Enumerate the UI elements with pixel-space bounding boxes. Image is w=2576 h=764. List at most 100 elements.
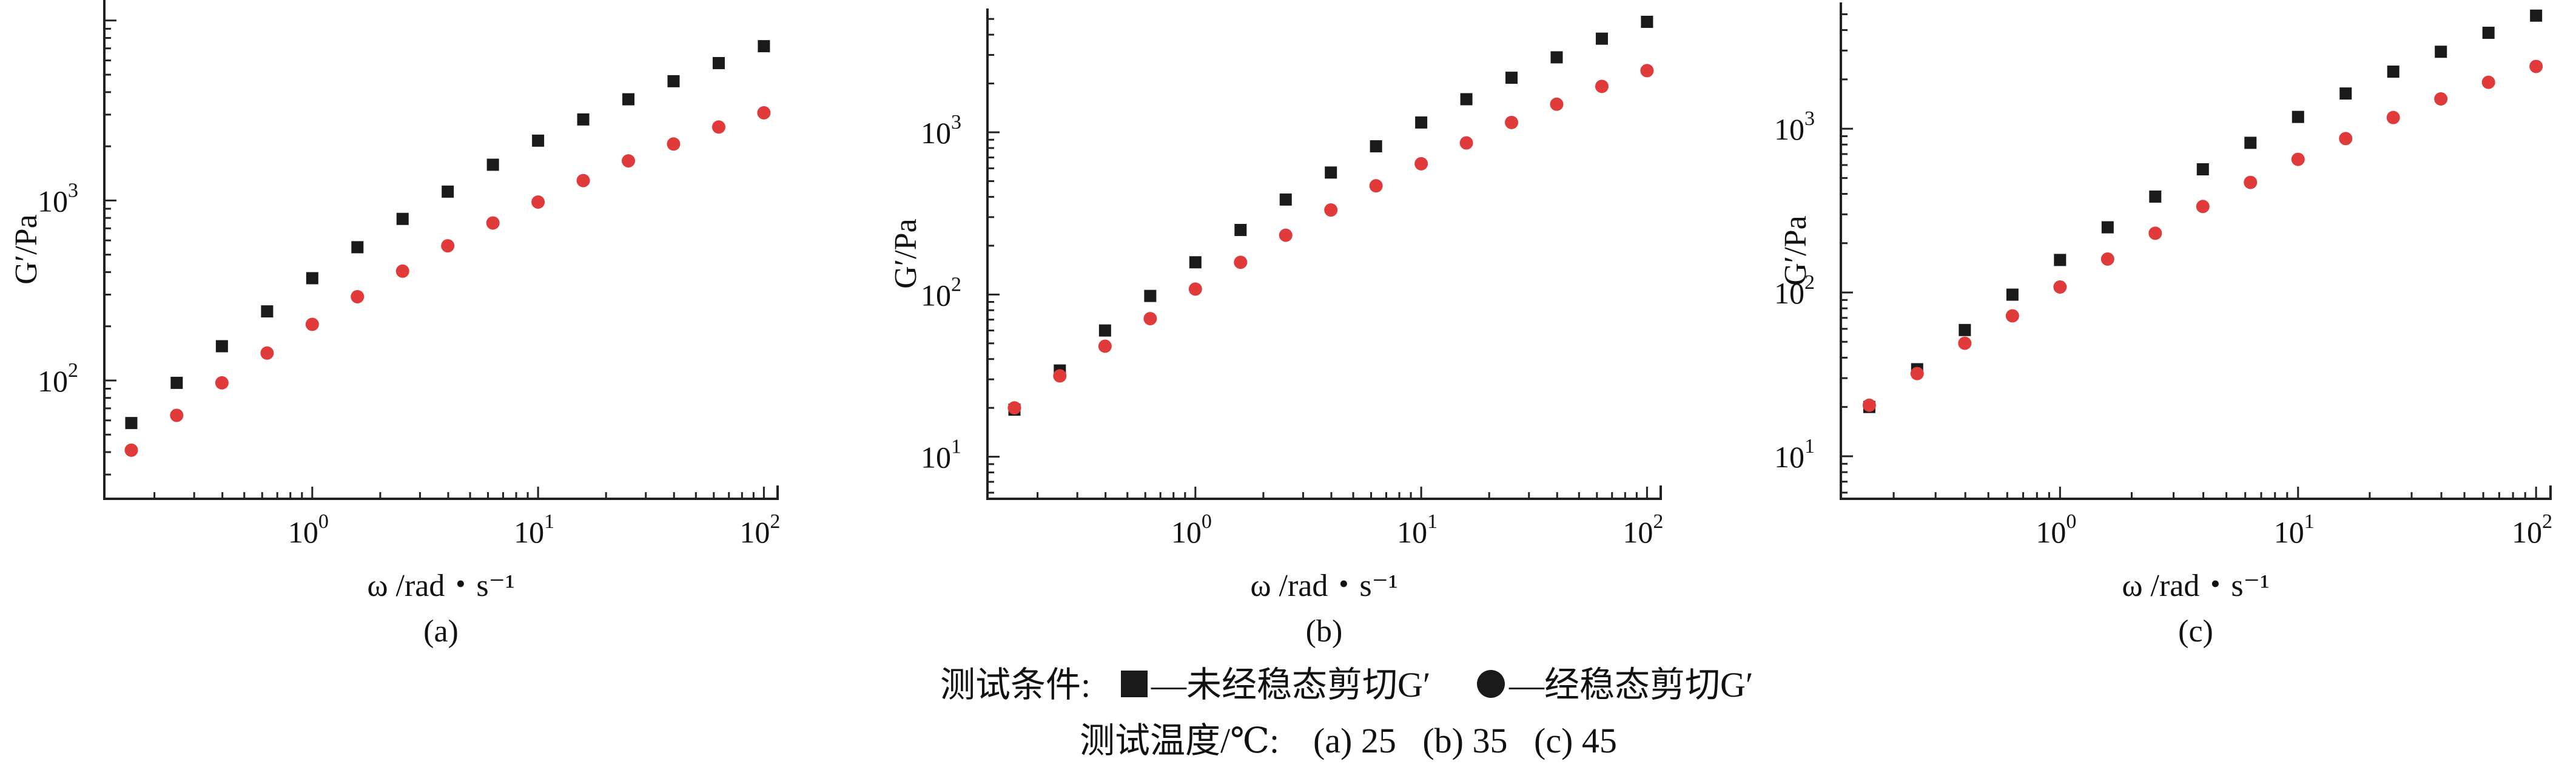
data-point-square <box>622 93 635 106</box>
y-tick-exponent: 2 <box>68 359 78 382</box>
data-point-circle <box>2148 226 2162 240</box>
data-point-square <box>2530 9 2543 22</box>
panel-label: (c) <box>2178 614 2213 649</box>
data-point-square <box>1234 223 1247 236</box>
x-tick-mantissa: 10 <box>2036 515 2066 549</box>
data-point-circle <box>1188 282 1202 296</box>
y-tick-mantissa: 10 <box>38 184 68 218</box>
data-point-circle <box>351 289 365 303</box>
data-point-circle <box>486 216 500 230</box>
data-point-square <box>1505 72 1518 84</box>
axis-frame <box>1840 2 2552 500</box>
data-point-circle <box>1550 97 1564 111</box>
data-point-square <box>170 376 183 389</box>
y-tick-mantissa: 10 <box>38 364 68 398</box>
data-point-circle <box>2529 59 2543 73</box>
x-tick-label: 102 <box>2512 510 2552 549</box>
data-point-circle <box>2005 309 2019 323</box>
y-tick-label: 102 <box>921 273 961 312</box>
x-tick-exponent: 2 <box>770 510 780 533</box>
y-tick-mantissa: 10 <box>1774 440 1804 474</box>
data-point-square <box>1370 140 1382 153</box>
data-point-circle <box>1053 369 1067 383</box>
x-tick-exponent: 1 <box>1427 510 1438 533</box>
data-point-circle <box>711 120 725 134</box>
y-tick-label: 101 <box>921 436 961 475</box>
data-point-circle <box>305 317 319 331</box>
conditions-label: 测试温度/℃: <box>1080 721 1279 760</box>
y-tick-exponent: 3 <box>1804 107 1815 130</box>
data-point-square <box>2054 254 2067 266</box>
data-point-circle <box>260 346 274 360</box>
x-tick-exponent: 1 <box>544 510 554 533</box>
y-tick-exponent: 2 <box>951 273 961 296</box>
data-point-circle <box>1279 228 1293 242</box>
y-tick-label: 103 <box>38 179 78 218</box>
data-point-square <box>667 75 680 87</box>
y-axis-label: G′/Pa <box>1778 215 1813 285</box>
x-tick-exponent: 2 <box>2542 510 2552 533</box>
data-point-square <box>1595 32 1608 45</box>
data-point-square <box>712 56 725 69</box>
data-point-square <box>1325 166 1337 179</box>
data-point-square <box>1641 15 1653 28</box>
x-tick-exponent: 0 <box>2066 510 2076 533</box>
data-point-circle <box>1143 312 1157 326</box>
panel-label: (a) <box>423 614 459 649</box>
x-tick-label: 100 <box>288 510 329 549</box>
data-point-square <box>2292 110 2304 123</box>
data-point-circle <box>441 239 455 253</box>
x-axis-label: ω /rad・s⁻¹ <box>1250 569 1397 603</box>
y-axis-label: G′/Pa <box>889 218 923 288</box>
data-point-square <box>306 272 318 285</box>
data-point-circle <box>2196 200 2210 214</box>
legend-square-marker <box>1121 671 1148 697</box>
x-tick-exponent: 0 <box>318 510 329 533</box>
data-point-circle <box>2244 175 2258 189</box>
data-point-square <box>486 158 499 171</box>
data-point-square <box>351 241 364 254</box>
data-point-square <box>1189 256 1202 269</box>
x-tick-label: 102 <box>1623 510 1663 549</box>
y-tick-exponent: 1 <box>1804 435 1815 458</box>
data-point-circle <box>1595 79 1609 93</box>
data-point-square <box>442 185 454 198</box>
data-point-square <box>1460 93 1473 106</box>
data-point-circle <box>2481 75 2495 89</box>
x-axis-label: ω /rad・s⁻¹ <box>367 569 514 603</box>
y-tick-exponent: 3 <box>951 111 961 134</box>
y-tick-label: 102 <box>1774 271 1815 310</box>
data-point-circle <box>395 264 409 278</box>
y-tick-exponent: 3 <box>68 179 78 201</box>
x-tick-mantissa: 10 <box>2512 515 2542 549</box>
y-tick-mantissa: 10 <box>921 441 951 475</box>
data-point-square <box>758 40 770 53</box>
y-tick-exponent: 1 <box>951 436 961 458</box>
data-point-square <box>2101 221 2114 234</box>
data-point-circle <box>1369 179 1383 193</box>
data-point-circle <box>531 195 545 209</box>
conditions-values: (a) 25 (b) 35 (c) 45 <box>1313 721 1617 760</box>
data-point-square <box>2006 288 2019 301</box>
data-point-circle <box>215 376 229 390</box>
x-tick-mantissa: 10 <box>1397 515 1427 549</box>
data-point-square <box>2387 66 2399 78</box>
data-point-circle <box>2100 252 2114 266</box>
x-axis-label: ω /rad・s⁻¹ <box>2122 569 2269 603</box>
x-tick-mantissa: 10 <box>1623 515 1653 549</box>
data-point-square <box>577 113 590 126</box>
data-point-square <box>1959 323 1971 336</box>
data-point-circle <box>2339 132 2353 146</box>
data-point-circle <box>667 137 681 151</box>
data-point-square <box>1415 116 1428 129</box>
test-conditions: 测试温度/℃: (a) 25 (b) 35 (c) 45 <box>1080 721 1617 760</box>
data-point-square <box>2482 27 2495 39</box>
data-point-circle <box>1640 64 1654 78</box>
y-tick-label: 103 <box>921 111 961 150</box>
data-point-square <box>125 417 138 430</box>
y-tick-label: 103 <box>1774 107 1815 146</box>
data-point-circle <box>2386 110 2400 124</box>
